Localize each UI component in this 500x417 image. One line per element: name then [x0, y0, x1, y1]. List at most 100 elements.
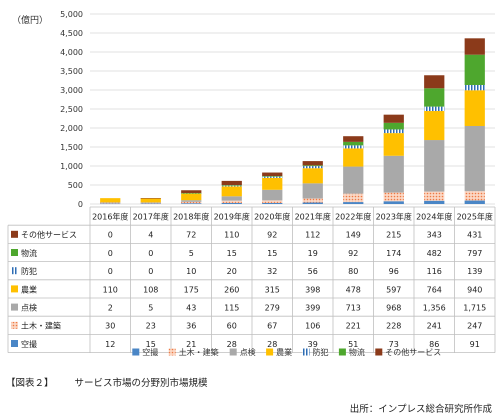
- table-cell: 215: [386, 231, 401, 240]
- table-cell: 116: [427, 267, 442, 276]
- table-cell: 5: [189, 249, 194, 258]
- table-row-label: 農業: [21, 284, 37, 294]
- table-cell: 4: [148, 231, 153, 240]
- table-cell: 10: [186, 267, 196, 276]
- figure-caption: 【図表２】 サービス市場の分野別市場規模: [6, 375, 208, 389]
- bar-segment-その他サービス: [343, 136, 364, 142]
- bar-segment-点検: [464, 125, 485, 192]
- table-cell: 174: [386, 249, 401, 258]
- x-category-label: 2017年度: [133, 212, 169, 222]
- legend-label: 防犯: [313, 347, 329, 357]
- bar-segment-物流: [424, 88, 445, 107]
- table-cell: 431: [467, 231, 482, 240]
- table-cell: 19: [308, 249, 318, 258]
- legend-label: その他サービス: [385, 347, 441, 357]
- bar-segment-農業: [140, 198, 161, 203]
- table-cell: 86: [429, 340, 439, 349]
- bar-segment-点検: [100, 202, 121, 203]
- table-cell: 149: [346, 231, 361, 240]
- table-cell: 398: [305, 285, 320, 294]
- table-cell: 478: [346, 285, 361, 294]
- bar-segment-防犯: [383, 129, 404, 134]
- table-row-label: 防犯: [21, 266, 37, 276]
- table-cell: 0: [108, 267, 113, 276]
- table-cell: 115: [224, 304, 239, 313]
- bar-segment-空撮: [221, 202, 242, 204]
- legend-label: 空撮: [142, 347, 158, 357]
- table-row-label: 物流: [21, 248, 37, 258]
- bar-segment-空撮: [100, 203, 121, 205]
- legend-label: 農業: [276, 347, 292, 357]
- table-cell: 67: [267, 322, 277, 331]
- x-category-label: 2019年度: [214, 212, 250, 222]
- table-cell: 968: [386, 304, 401, 313]
- figure-number: 【図表２】: [6, 378, 54, 389]
- gridlines: [90, 13, 495, 205]
- table-swatch-土木・建築: [11, 321, 18, 329]
- legend-swatch-点検: [229, 348, 237, 356]
- bar-segment-物流: [302, 165, 323, 167]
- x-category-label: 2024年度: [416, 212, 452, 222]
- table-cell: 247: [467, 322, 482, 331]
- bar-segment-物流: [464, 54, 485, 85]
- table-cell: 260: [224, 285, 239, 294]
- y-axis: （億円） 0 500 1,000 1,500 2,000 2,500 3,000 3,500 4,…: [12, 10, 83, 209]
- bar-segment-点検: [140, 202, 161, 203]
- table-cell: 764: [427, 285, 442, 294]
- table-cell: 112: [305, 231, 320, 240]
- x-category-label: 2025年度: [457, 212, 493, 222]
- bar-segment-農業: [181, 193, 202, 201]
- bar-segment-農業: [464, 90, 485, 126]
- bar-segment-防犯: [424, 106, 445, 112]
- table-cell: 0: [108, 231, 113, 240]
- bar-segment-土木・建築: [140, 202, 161, 204]
- table-cell: 221: [346, 322, 361, 331]
- y-tick-label: 1,000: [60, 162, 83, 171]
- bar-segment-その他サービス: [302, 161, 323, 166]
- bar-segment-点検: [343, 166, 364, 194]
- table-cell: 315: [265, 285, 280, 294]
- bar-segment-農業: [383, 133, 404, 156]
- table-cell: 940: [467, 285, 482, 294]
- table-cell: 20: [227, 267, 237, 276]
- bar-segment-点検: [302, 183, 323, 199]
- table-cell: 60: [227, 322, 237, 331]
- legend-swatch-その他サービス: [375, 348, 383, 356]
- bar-segment-空撮: [343, 202, 364, 204]
- bar-segment-土木・建築: [262, 200, 283, 203]
- table-cell: 108: [143, 285, 158, 294]
- y-tick-label: 4,500: [60, 29, 83, 38]
- bar-segment-農業: [302, 168, 323, 184]
- bar-segment-空撮: [383, 201, 404, 204]
- legend-swatch-土木・建築: [168, 348, 176, 356]
- bar-segment-物流: [221, 185, 242, 186]
- table-cell: 30: [105, 322, 115, 331]
- bar-segment-土木・建築: [424, 191, 445, 201]
- y-unit-label: （億円）: [12, 14, 48, 26]
- table-cell: 91: [470, 340, 480, 349]
- chart: （億円）05001,0001,5002,0002,5003,0003,5004,…: [7, 10, 496, 357]
- table-cell: 2: [108, 304, 113, 313]
- y-tick-label: 2,500: [60, 105, 83, 114]
- y-tick-label: 5,000: [60, 10, 83, 19]
- table-cell: 23: [146, 322, 156, 331]
- bar-segment-その他サービス: [262, 172, 283, 177]
- x-category-label: 2021年度: [295, 212, 331, 222]
- stacked-bars: [100, 38, 485, 205]
- x-category-label: 2016年度: [92, 212, 128, 222]
- table-cell: 343: [427, 231, 442, 240]
- y-tick-label: 0: [78, 200, 83, 209]
- table-swatch-その他サービス: [11, 230, 18, 238]
- table-cell: 175: [184, 285, 199, 294]
- table-cell: 797: [467, 249, 482, 258]
- bar-segment-物流: [383, 122, 404, 130]
- table-cell: 713: [346, 304, 361, 313]
- table-swatch-空撮: [11, 340, 18, 347]
- table-row-label: その他サービス: [21, 230, 77, 240]
- bar-segment-防犯: [464, 84, 485, 91]
- table-cell: 15: [146, 340, 156, 349]
- data-table: 2016年度 2017年度 2018年度 2019年度 2020年度 2021年度 2022…: [7, 206, 496, 354]
- table-cell: 482: [427, 249, 442, 258]
- bar-segment-農業: [262, 177, 283, 190]
- table-cell: 228: [386, 322, 401, 331]
